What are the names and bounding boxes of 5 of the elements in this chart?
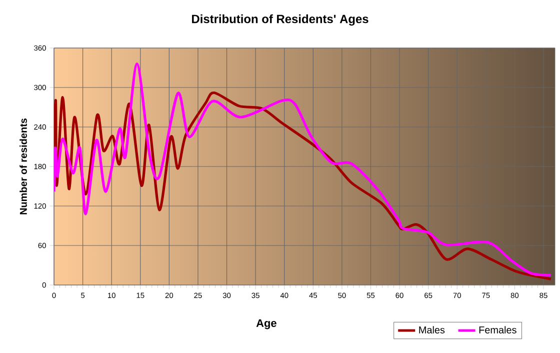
legend-label: Females — [479, 326, 516, 334]
legend-label: Males — [419, 326, 445, 334]
y-axis-title: Number of residents — [20, 118, 27, 214]
chart-title: Distribution of Residents' Ages — [192, 14, 368, 26]
x-axis-title: Age — [256, 319, 276, 330]
